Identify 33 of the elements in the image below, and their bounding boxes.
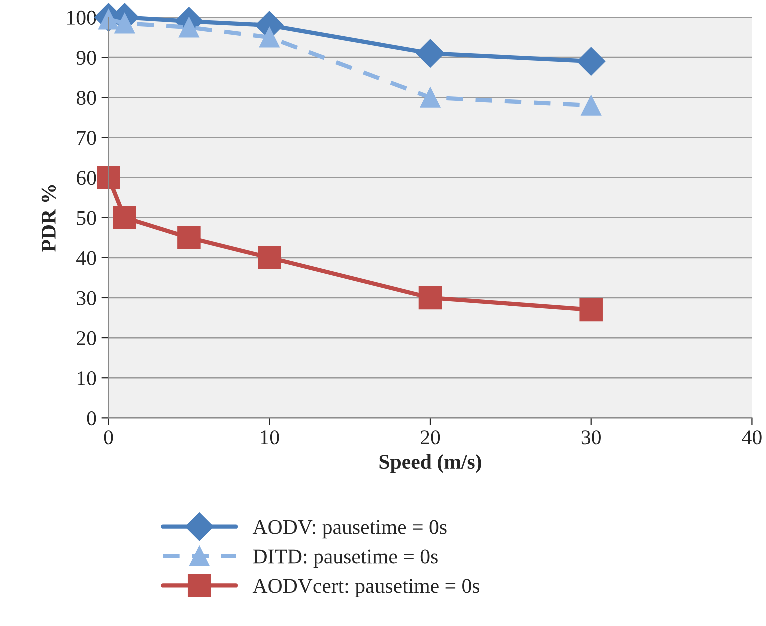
- y-tick-label: 40: [76, 251, 96, 266]
- x-tick-label: 30: [582, 430, 601, 445]
- point: [416, 39, 445, 68]
- x-tick-label: 20: [420, 430, 440, 445]
- y-tick-label: 90: [76, 50, 96, 66]
- point: [581, 95, 602, 116]
- point: [97, 166, 120, 190]
- point: [113, 206, 136, 230]
- x-tick-label: 0: [104, 430, 114, 445]
- y-tick-label: 60: [77, 171, 96, 186]
- y-tick-label: 0: [87, 412, 96, 426]
- y-tick-label: 10: [78, 371, 96, 386]
- point: [420, 87, 441, 108]
- point: [259, 27, 280, 48]
- legend-label: AODV: pausetime = 0s: [252, 520, 447, 539]
- legend-label: AODVcert: pausetime = 0s: [252, 579, 480, 598]
- y-tick-label: 20: [77, 331, 96, 346]
- point: [258, 246, 282, 270]
- y-tick-label: 80: [76, 91, 96, 106]
- point: [418, 286, 442, 310]
- x-axis-title: Speed (m/s): [380, 454, 482, 474]
- y-tick-label: 70: [78, 131, 96, 146]
- y-tick-label: 30: [77, 291, 96, 306]
- point: [178, 226, 201, 250]
- x-tick-label: 40: [742, 430, 762, 445]
- point: [577, 47, 606, 76]
- legend-label: DITD: pausetime = 0s: [253, 550, 438, 568]
- y-axis-title: PDR %: [42, 185, 56, 252]
- y-tick-label: 100: [68, 10, 96, 25]
- y-tick-label: 50: [77, 211, 96, 226]
- point: [580, 298, 603, 322]
- x-tick-label: 10: [261, 430, 280, 445]
- point: [114, 13, 136, 34]
